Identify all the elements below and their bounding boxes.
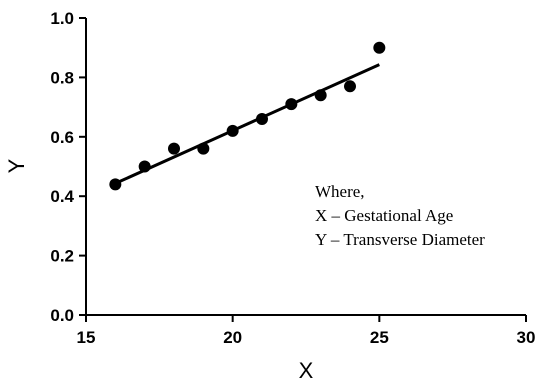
y-ticks: 0.0 0.2 0.4 0.6 0.8 1.0 bbox=[50, 9, 86, 325]
y-tick-label: 0.4 bbox=[50, 187, 74, 206]
y-axis-title: Y bbox=[4, 158, 29, 173]
fit-line bbox=[114, 63, 380, 185]
x-tick-label: 30 bbox=[517, 328, 536, 347]
x-tick-label: 25 bbox=[370, 328, 389, 347]
y-tick-label: 0.8 bbox=[50, 68, 74, 87]
data-point bbox=[285, 98, 298, 111]
x-tick-label: 15 bbox=[77, 328, 96, 347]
y-tick-label: 0.0 bbox=[50, 306, 74, 325]
data-point bbox=[344, 80, 356, 93]
fit-line-group bbox=[114, 63, 380, 185]
annotation: Where, X – Gestational Age Y – Transvers… bbox=[315, 182, 485, 249]
data-point bbox=[314, 89, 327, 102]
y-tick-label: 0.6 bbox=[50, 128, 74, 147]
data-point bbox=[168, 142, 180, 155]
data-point bbox=[373, 41, 386, 54]
x-ticks: 15 20 25 30 bbox=[77, 315, 536, 347]
data-point bbox=[256, 112, 268, 125]
data-points bbox=[109, 41, 386, 191]
axes bbox=[85, 18, 526, 316]
annotation-line-2: X – Gestational Age bbox=[315, 206, 453, 225]
x-axis-title: X bbox=[299, 358, 314, 383]
y-tick-label: 0.2 bbox=[50, 247, 74, 266]
data-point bbox=[197, 142, 210, 155]
annotation-line-1: Where, bbox=[315, 182, 365, 201]
annotation-line-3: Y – Transverse Diameter bbox=[315, 230, 485, 249]
data-point bbox=[138, 160, 151, 173]
x-tick-label: 20 bbox=[223, 328, 242, 347]
data-point bbox=[226, 124, 239, 137]
y-tick-label: 1.0 bbox=[50, 9, 74, 28]
data-point bbox=[109, 178, 122, 191]
